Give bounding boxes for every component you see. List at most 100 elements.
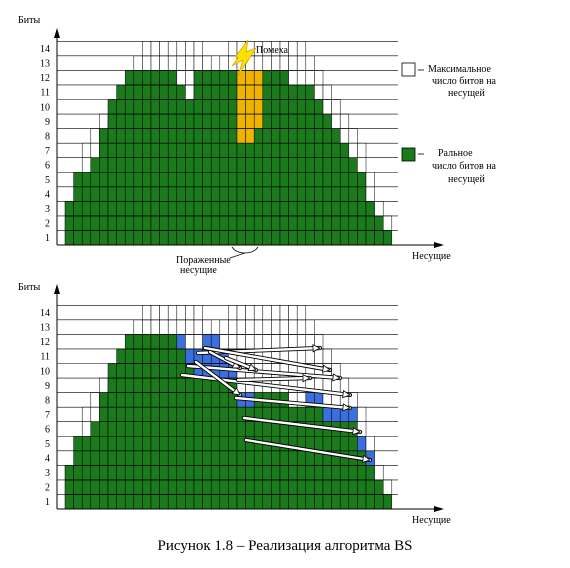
top-bit-cell xyxy=(236,142,246,158)
bottom-bit-cell xyxy=(322,465,332,481)
top-bit-cell xyxy=(167,157,178,173)
bottom-bit-cell xyxy=(167,494,178,510)
bottom-bit-cell xyxy=(176,305,186,321)
top-bit-cell xyxy=(331,157,341,173)
top-bit-cell xyxy=(90,186,100,202)
top-bit-cell xyxy=(348,128,358,144)
top-bit-cell xyxy=(159,186,169,202)
bottom-bit-cell xyxy=(133,421,143,437)
top-bit-cell xyxy=(202,70,212,86)
top-bit-cell xyxy=(107,113,117,129)
top-bit-cell xyxy=(305,215,315,231)
top-bit-cell xyxy=(176,215,186,231)
bottom-bit-cell xyxy=(210,421,221,437)
bottom-bit-cell xyxy=(176,348,186,364)
bottom-bit-cell xyxy=(99,421,109,437)
top-bit-cell xyxy=(339,201,350,217)
top-bit-cell xyxy=(150,84,160,100)
top-bit-cell xyxy=(107,142,117,158)
top-bit-cell xyxy=(331,186,341,202)
top-bit-cell xyxy=(331,172,341,188)
bottom-bit-cell xyxy=(245,465,255,481)
bottom-bit-cell xyxy=(133,494,143,510)
bottom-y-tick-label: 5 xyxy=(45,439,50,450)
bottom-bit-cell xyxy=(365,479,375,495)
bottom-bit-cell xyxy=(133,363,143,379)
top-bit-cell xyxy=(322,99,332,115)
top-y-tick-label: 6 xyxy=(45,160,50,171)
bottom-bit-cell xyxy=(374,465,384,481)
bottom-y-tick-label: 1 xyxy=(45,497,50,508)
top-bit-cell xyxy=(271,128,281,144)
bottom-bit-cell xyxy=(116,494,126,510)
top-bit-cell xyxy=(314,142,324,158)
bottom-bit-cell xyxy=(262,334,272,350)
top-bit-cell xyxy=(133,99,143,115)
top-bit-cell xyxy=(262,172,272,188)
top-bit-cell xyxy=(253,186,264,202)
affected-label-line1: Пораженные xyxy=(176,255,231,266)
bottom-bit-cell xyxy=(176,479,186,495)
bottom-bit-cell xyxy=(167,392,178,408)
top-bit-cell xyxy=(185,201,195,217)
bottom-bit-cell xyxy=(314,348,324,364)
bottom-bit-cell xyxy=(167,363,178,379)
bottom-bit-cell xyxy=(193,319,203,335)
top-bit-cell xyxy=(262,201,272,217)
top-bit-cell xyxy=(365,215,375,231)
bottom-bit-cell xyxy=(64,465,74,481)
top-bit-cell xyxy=(314,99,324,115)
bottom-bit-cell xyxy=(90,450,100,466)
top-bit-cell xyxy=(271,142,281,158)
bottom-bit-cell xyxy=(322,436,332,452)
top-bit-cell xyxy=(150,215,160,231)
bottom-bit-cell xyxy=(176,465,186,481)
top-bit-cell xyxy=(150,230,160,246)
top-bit-cell xyxy=(305,230,315,246)
bottom-bit-cell xyxy=(296,305,307,321)
top-bit-cell xyxy=(314,215,324,231)
bottom-bit-cell xyxy=(124,421,135,437)
bottom-bit-cell xyxy=(331,479,341,495)
bottom-bit-cell xyxy=(99,436,109,452)
bottom-bit-cell xyxy=(228,436,238,452)
bit-swap-arrow-head xyxy=(247,363,257,372)
top-bit-cell xyxy=(124,128,135,144)
bottom-bit-cell xyxy=(99,406,109,422)
bottom-bit-cell xyxy=(185,450,195,466)
top-x-axis-label: Несущие xyxy=(412,251,451,262)
bottom-bit-cell xyxy=(193,494,203,510)
top-bit-cell xyxy=(193,215,203,231)
top-bit-cell xyxy=(314,186,324,202)
bottom-bit-cell xyxy=(90,406,100,422)
bottom-bit-cell xyxy=(245,479,255,495)
bottom-bit-cell xyxy=(133,377,143,393)
top-bit-cell xyxy=(305,142,315,158)
top-bit-cell xyxy=(339,113,350,129)
top-bit-cell xyxy=(124,186,135,202)
bottom-bit-cell xyxy=(245,494,255,510)
top-bit-cell xyxy=(253,55,264,71)
top-y-tick-label: 13 xyxy=(40,59,50,70)
top-bit-cell xyxy=(99,128,109,144)
legend-real-line2: число битов на xyxy=(432,161,497,172)
bottom-bit-cell xyxy=(305,465,315,481)
bottom-bit-cell xyxy=(314,465,324,481)
top-bit-cell xyxy=(185,55,195,71)
bottom-bit-cell xyxy=(279,450,289,466)
bottom-bit-cell xyxy=(90,479,100,495)
top-bit-cell xyxy=(314,113,324,129)
bottom-bit-cell xyxy=(339,494,350,510)
top-bit-cell xyxy=(236,157,246,173)
bottom-y-tick-label: 13 xyxy=(40,323,50,334)
bottom-bit-cell xyxy=(210,436,221,452)
top-bit-cell xyxy=(228,41,238,57)
bottom-bit-cell xyxy=(107,450,117,466)
top-bit-cell xyxy=(176,113,186,129)
bottom-bit-cell xyxy=(159,421,169,437)
top-bit-cell xyxy=(296,70,307,86)
top-bit-cell xyxy=(296,215,307,231)
bottom-bit-cell xyxy=(365,465,375,481)
top-bit-cell xyxy=(305,157,315,173)
top-bit-cell xyxy=(253,201,264,217)
